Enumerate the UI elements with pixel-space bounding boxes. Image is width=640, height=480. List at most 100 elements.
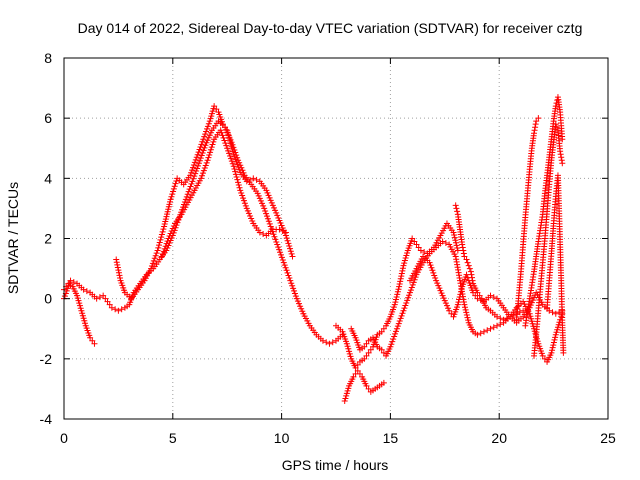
data-point [240, 195, 247, 202]
data-point [460, 250, 467, 257]
data-point [201, 133, 208, 140]
data-point [288, 250, 295, 257]
data-point [393, 293, 400, 300]
data-point [220, 134, 227, 141]
data-point [182, 196, 189, 203]
data-point [439, 238, 446, 245]
data-point [229, 160, 236, 167]
data-point [158, 234, 165, 241]
data-point [380, 325, 387, 332]
y-tick-label: -2 [40, 351, 53, 367]
data-point [260, 230, 267, 237]
data-point [354, 367, 361, 374]
data-point [76, 300, 83, 307]
data-point [170, 185, 177, 192]
data-point [411, 276, 418, 283]
data-point [406, 292, 413, 299]
data-point [558, 154, 565, 161]
data-point [205, 134, 212, 141]
data-point [343, 392, 350, 399]
data-point [232, 168, 239, 175]
data-point [287, 245, 294, 252]
data-point [265, 218, 272, 225]
data-point [411, 238, 418, 245]
data-point [114, 264, 121, 271]
data-point [269, 202, 276, 209]
data-point [70, 279, 77, 286]
data-point [345, 385, 352, 392]
data-point [241, 200, 248, 207]
data-point [464, 259, 471, 266]
data-point [292, 293, 299, 300]
data-point [156, 239, 163, 246]
data-point [394, 323, 401, 330]
data-point [500, 316, 507, 323]
series-trace-j [513, 115, 542, 323]
data-point [233, 159, 240, 166]
data-point [445, 305, 452, 312]
data-point [152, 252, 159, 259]
data-point [213, 106, 220, 113]
data-point [207, 115, 214, 122]
data-point [80, 315, 87, 322]
data-point [190, 175, 197, 182]
data-point [406, 289, 413, 296]
data-point [442, 240, 449, 247]
data-point [403, 252, 410, 259]
data-point [463, 256, 470, 263]
data-point [219, 132, 226, 139]
data-point [74, 295, 81, 302]
data-point [401, 305, 408, 312]
data-point [461, 253, 468, 260]
data-point [363, 382, 370, 389]
data-point [352, 364, 359, 371]
data-point [395, 320, 402, 327]
data-point [265, 192, 272, 199]
data-point [274, 212, 281, 219]
data-point [281, 262, 288, 269]
data-point [346, 348, 353, 355]
data-point [435, 282, 442, 289]
data-point [199, 172, 206, 179]
data-point [433, 277, 440, 284]
data-point [235, 164, 242, 171]
data-point [278, 254, 285, 261]
data-point [497, 315, 504, 322]
data-point [161, 245, 168, 252]
data-point [276, 246, 283, 253]
data-point [231, 153, 238, 160]
data-point [93, 295, 100, 302]
data-point [87, 334, 94, 341]
data-point [207, 149, 214, 156]
data-point [261, 205, 268, 212]
data-point [158, 231, 165, 238]
data-point [560, 349, 567, 356]
data-point [81, 317, 88, 324]
data-point [451, 232, 458, 239]
x-axis-title: GPS time / hours [282, 457, 389, 473]
data-point [115, 267, 122, 274]
data-point [149, 260, 156, 267]
data-point [398, 273, 405, 280]
data-point [552, 121, 559, 128]
data-point [533, 118, 540, 125]
data-point [203, 139, 210, 146]
data-point [191, 159, 198, 166]
data-point [410, 279, 417, 286]
data-point [248, 215, 255, 222]
data-point [270, 231, 277, 238]
series-trace-e [333, 220, 461, 371]
data-point [264, 189, 271, 196]
data-point [441, 297, 448, 304]
data-point [529, 297, 536, 304]
data-point [403, 299, 410, 306]
data-point [476, 292, 483, 299]
data-point [329, 339, 336, 346]
data-point [208, 144, 215, 151]
data-point [392, 328, 399, 335]
data-point [205, 154, 212, 161]
data-point [297, 303, 304, 310]
data-point [552, 334, 559, 341]
data-point [244, 207, 251, 214]
data-point [266, 194, 273, 201]
